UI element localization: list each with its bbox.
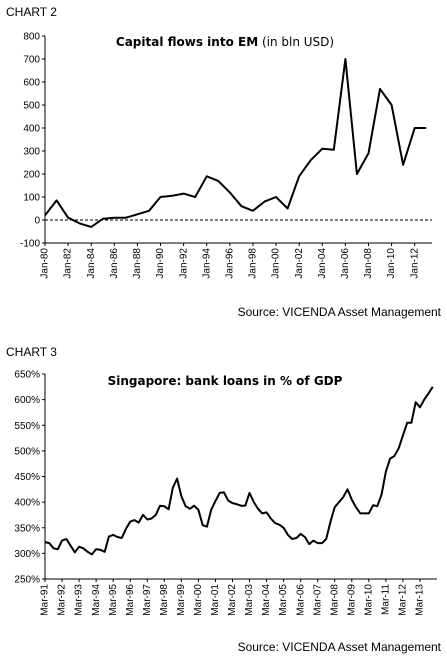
x-tick-label: Mar-04 [261, 584, 272, 616]
y-tick-label: 450% [14, 472, 40, 483]
x-tick-label: Mar-97 [142, 584, 153, 616]
chart-title-suffix: (in bln USD) [258, 35, 334, 49]
y-tick-label: 600% [14, 395, 40, 406]
y-tick-label: 650% [14, 370, 40, 381]
x-tick-label: Jan-02 [294, 248, 305, 279]
series-line [44, 58, 427, 228]
x-tick-label: Mar-05 [278, 584, 289, 616]
y-tick-label: 600 [23, 78, 40, 89]
x-tick-label: Jan-82 [63, 248, 74, 279]
x-tick-label: Jan-88 [132, 248, 143, 279]
x-tick-label: Mar-02 [227, 584, 238, 616]
chart-2-plot: -100 0 100 200 300 400 500 600 700 800 Jan-80 Jan-8… [20, 32, 432, 279]
x-tick-label: Mar-11 [381, 584, 392, 615]
y-tick-label: 700 [23, 55, 40, 66]
x-tick-label: Jan-98 [248, 248, 259, 279]
x-tick-label: Mar-91 [40, 584, 51, 616]
x-tick-label: Jan-90 [155, 248, 166, 279]
x-tick-label: Mar-03 [244, 584, 255, 616]
x-tick-label: Mar-13 [415, 584, 426, 616]
chart-3-source: Source: VICENDA Asset Management [237, 640, 441, 654]
x-tick-label: Jan-10 [386, 248, 397, 279]
x-tick-label: Mar-99 [176, 584, 187, 616]
x-tick-label: Jan-92 [178, 248, 189, 279]
x-tick-label: Jan-06 [340, 248, 351, 279]
x-tick-label: Jan-12 [409, 248, 420, 279]
chart-title: Singapore: bank loans in % of GDP [108, 374, 343, 388]
y-tick-label: 350% [14, 523, 40, 534]
x-tick-label: Mar-09 [346, 584, 357, 616]
y-tick-label: 300 [23, 147, 40, 158]
chart-2-source: Source: VICENDA Asset Management [237, 305, 441, 319]
x-tick-label: Mar-94 [91, 584, 102, 616]
chart-3-plot: 250% 300% 350% 400% 450% 500% 550% 600% 650% Mar-… [14, 370, 437, 616]
y-tick-label: -100 [20, 239, 40, 250]
x-tick-label: Mar-95 [108, 584, 119, 616]
y-tick-label: 400 [23, 124, 40, 135]
x-tick-label: Mar-98 [159, 584, 170, 616]
x-tick-label: Jan-04 [317, 248, 328, 279]
y-tick-label: 0 [34, 216, 40, 227]
x-tick-label: Mar-06 [295, 584, 306, 616]
x-tick-label: Mar-01 [210, 584, 221, 616]
x-tick-label: Jan-86 [109, 248, 120, 279]
y-tick-label: 250% [14, 575, 40, 586]
x-tick-label: Jan-94 [201, 248, 212, 279]
y-tick-label: 200 [23, 170, 40, 181]
chart-2-label: CHART 2 [6, 5, 57, 19]
y-tick-label: 500 [23, 101, 40, 112]
x-tick-label: Mar-93 [74, 584, 85, 616]
x-tick-label: Jan-80 [40, 248, 51, 279]
x-tick-label: Jan-00 [271, 248, 282, 279]
x-tick-label: Mar-96 [125, 584, 136, 616]
y-tick-label: 100 [23, 193, 40, 204]
x-tick-label: Mar-10 [363, 584, 374, 616]
chart-title: Capital flows into EM (in bln USD) [116, 35, 334, 49]
x-tick-label: Mar-07 [312, 584, 323, 616]
y-tick-label: 300% [14, 549, 40, 560]
y-tick-label: 800 [23, 32, 40, 43]
x-tick-label: Mar-92 [57, 584, 68, 616]
y-tick-label: 500% [14, 446, 40, 457]
chart-3-label: CHART 3 [6, 345, 57, 359]
x-tick-label: Mar-12 [398, 584, 409, 616]
y-tick-label: 400% [14, 498, 40, 509]
x-tick-label: Jan-84 [86, 248, 97, 279]
x-tick-label: Mar-08 [329, 584, 340, 616]
x-tick-label: Jan-96 [224, 248, 235, 279]
y-tick-label: 550% [14, 421, 40, 432]
x-tick-label: Jan-08 [363, 248, 374, 279]
series-line [44, 386, 434, 556]
x-tick-label: Mar-00 [193, 584, 204, 616]
